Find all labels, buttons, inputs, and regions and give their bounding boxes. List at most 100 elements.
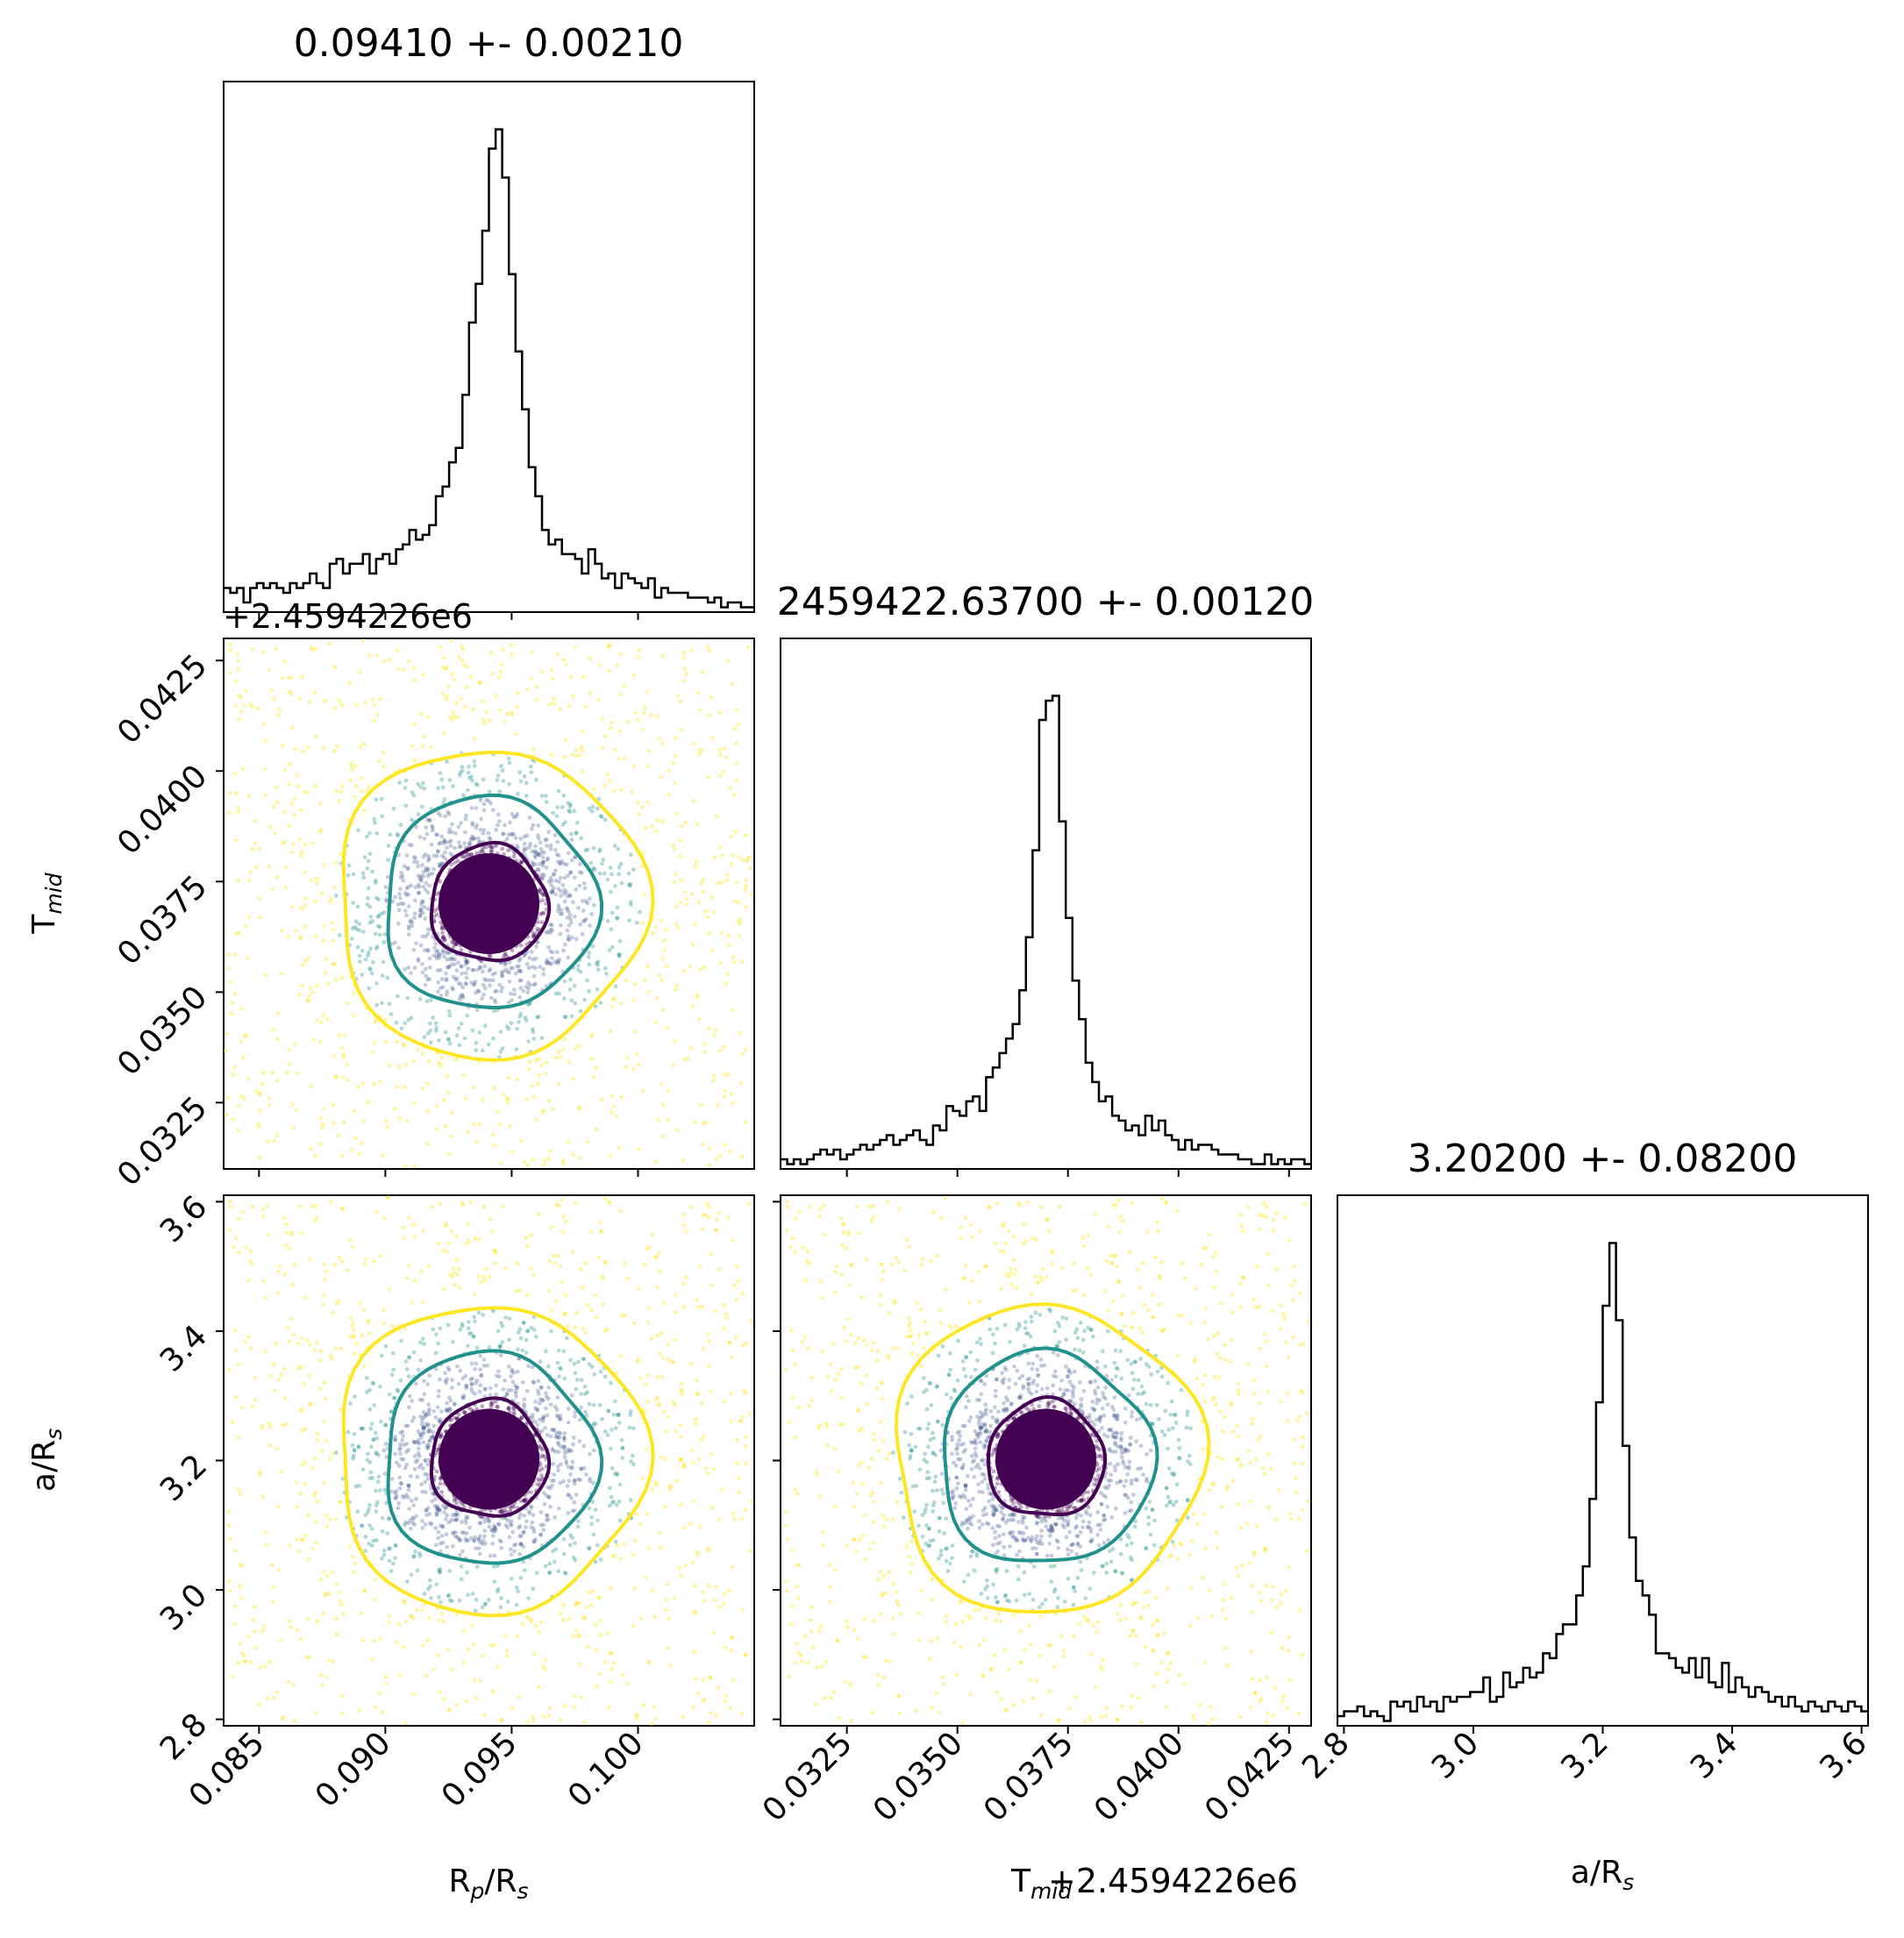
scatter-point xyxy=(645,1321,651,1325)
scatter-point xyxy=(327,1591,332,1596)
scatter-point xyxy=(654,996,660,1001)
scatter-point xyxy=(531,982,537,987)
scatter-point xyxy=(377,1488,382,1493)
scatter-point xyxy=(573,855,578,860)
scatter-point xyxy=(610,997,616,1002)
hist-ars-frame xyxy=(1337,1194,1869,1727)
scatter-point xyxy=(492,998,497,1002)
scatter-point xyxy=(495,988,499,994)
scatter-point xyxy=(632,1539,638,1543)
scatter-point xyxy=(238,1491,243,1496)
scatter-point xyxy=(747,855,752,859)
scatter-point xyxy=(596,1255,601,1259)
scatter-point xyxy=(722,746,727,751)
scatter-point xyxy=(589,1514,595,1520)
scatter-point xyxy=(630,789,635,794)
scatter-point xyxy=(424,973,429,979)
scatter-point xyxy=(562,942,567,947)
scatter-point xyxy=(282,839,288,844)
scatter-point xyxy=(469,674,474,680)
scatter-point xyxy=(680,1392,684,1397)
scatter-point xyxy=(232,1621,237,1627)
scatter-point xyxy=(417,1441,422,1446)
scatter-point xyxy=(580,931,585,937)
scatter-point xyxy=(735,761,739,766)
scatter-point xyxy=(403,803,409,809)
scatter-point xyxy=(284,1070,289,1075)
scatter-point xyxy=(677,1565,681,1570)
scatter-point xyxy=(463,1536,468,1542)
scatter-point xyxy=(397,780,402,785)
scatter-point xyxy=(607,779,612,784)
scatter-point xyxy=(499,1545,503,1550)
scatter-point xyxy=(374,1538,379,1543)
scatter-point xyxy=(555,652,560,657)
scatter-point xyxy=(588,1229,593,1235)
scatter-point xyxy=(434,956,439,961)
scatter-point xyxy=(381,751,386,755)
scatter-point xyxy=(367,1331,372,1336)
scatter-point xyxy=(435,1405,440,1410)
scatter-point xyxy=(562,755,567,759)
scatter-point xyxy=(535,1407,539,1413)
scatter-point xyxy=(604,972,609,976)
scatter-point xyxy=(531,1529,537,1535)
scatter-point xyxy=(499,970,504,975)
scatter-point xyxy=(415,1568,420,1573)
scatter-point xyxy=(277,1264,282,1269)
scatter-point xyxy=(307,1257,312,1262)
scatter-point xyxy=(655,1375,660,1379)
scatter-point xyxy=(315,876,319,880)
scatter-point xyxy=(563,737,568,743)
scatter-point xyxy=(546,830,552,835)
scatter-point xyxy=(561,658,567,662)
scatter-point xyxy=(572,1500,577,1505)
scatter-point xyxy=(434,1582,439,1587)
scatter-point xyxy=(362,855,367,859)
scatter-point xyxy=(440,948,446,952)
scatter-point xyxy=(427,1021,432,1026)
scatter-point xyxy=(709,1283,714,1287)
scatter-point xyxy=(660,978,665,983)
scatter-point xyxy=(587,954,591,959)
scatter-point xyxy=(544,959,549,965)
scatter-point xyxy=(435,849,440,854)
scatter-point xyxy=(566,851,571,856)
scatter-point xyxy=(608,725,613,730)
scatter-point xyxy=(650,1487,655,1493)
scatter-point xyxy=(498,1161,503,1166)
scatter-point xyxy=(589,912,595,916)
scatter-point xyxy=(552,701,557,706)
scatter-point xyxy=(612,1553,617,1557)
scatter-point xyxy=(560,823,566,827)
scatter-point xyxy=(562,1037,567,1042)
scatter-point xyxy=(568,1357,573,1363)
scatter-point xyxy=(339,702,345,708)
scatter-point xyxy=(370,1050,375,1055)
scatter-point xyxy=(454,701,460,706)
scatter-point xyxy=(492,1143,496,1148)
scatter-point xyxy=(531,1379,536,1385)
scatter-point xyxy=(603,733,608,738)
scatter-point xyxy=(667,792,672,797)
scatter-point xyxy=(505,837,510,841)
scatter-point xyxy=(332,1073,338,1079)
scatter-point xyxy=(628,883,632,888)
scatter-point xyxy=(605,1433,610,1437)
scatter-point xyxy=(474,806,479,810)
scatter-point xyxy=(353,1394,357,1399)
scatter-point xyxy=(352,1448,357,1452)
scatter-point xyxy=(516,1347,520,1352)
scatter-point xyxy=(610,910,615,916)
scatter-point xyxy=(338,851,343,857)
scatter-point xyxy=(253,1088,259,1094)
scatter-point xyxy=(382,1448,387,1453)
scatter-point xyxy=(567,937,572,942)
scatter-point xyxy=(321,938,326,944)
scatter-point xyxy=(411,793,417,798)
scatter-point xyxy=(510,831,514,837)
scatter-point xyxy=(419,879,424,883)
scatter-point xyxy=(350,1244,354,1250)
scatter-point xyxy=(570,752,575,758)
scatter-point xyxy=(522,1401,526,1407)
